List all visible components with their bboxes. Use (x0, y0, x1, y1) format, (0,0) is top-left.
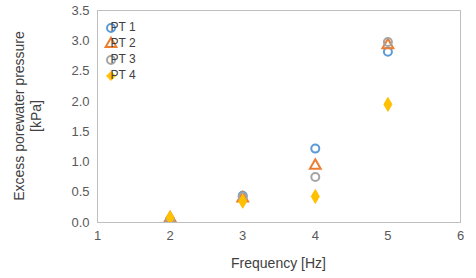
svg-text:1.0: 1.0 (71, 154, 89, 169)
svg-text:5: 5 (384, 228, 391, 243)
svg-text:PT 4: PT 4 (110, 68, 135, 82)
svg-text:3.5: 3.5 (71, 3, 89, 18)
svg-text:PT 2: PT 2 (110, 36, 135, 50)
svg-text:2.5: 2.5 (71, 63, 89, 78)
svg-text:2.0: 2.0 (71, 94, 89, 109)
svg-text:3: 3 (239, 228, 246, 243)
svg-text:3.0: 3.0 (71, 33, 89, 48)
svg-text:2: 2 (166, 228, 173, 243)
svg-text:6: 6 (457, 228, 464, 243)
svg-text:0.0: 0.0 (71, 215, 89, 230)
svg-text:PT 1: PT 1 (110, 20, 135, 34)
svg-text:[kPa]: [kPa] (28, 100, 44, 132)
svg-text:4: 4 (312, 228, 319, 243)
svg-text:0.5: 0.5 (71, 184, 89, 199)
svg-text:Excess porewater pressure: Excess porewater pressure (11, 31, 27, 201)
svg-text:1.5: 1.5 (71, 124, 89, 139)
svg-text:Frequency [Hz]: Frequency [Hz] (231, 255, 326, 271)
svg-text:PT 3: PT 3 (110, 52, 135, 66)
svg-text:1: 1 (94, 228, 101, 243)
